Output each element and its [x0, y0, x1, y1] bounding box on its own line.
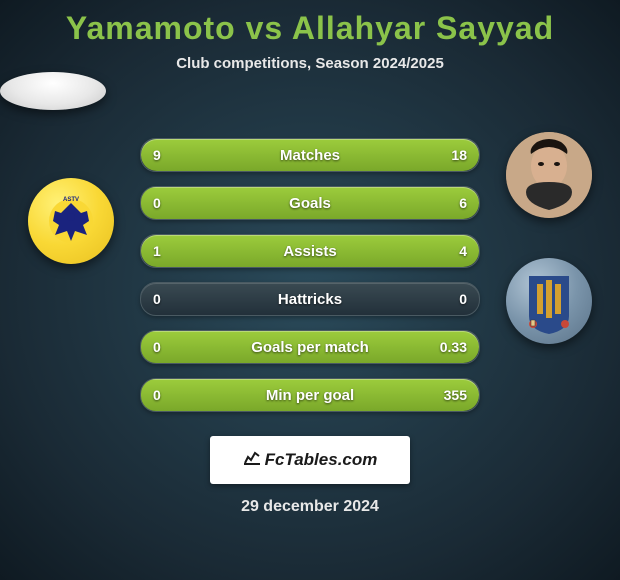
- stat-value-right: 18: [451, 139, 467, 171]
- stat-row: Goals per match0 0.33: [140, 330, 480, 364]
- chart-icon: [243, 449, 261, 472]
- stat-value-left: 9: [153, 139, 161, 171]
- stat-value-left: 0: [153, 331, 161, 363]
- stat-row: Matches9 18: [140, 138, 480, 172]
- stat-value-left: 0: [153, 379, 161, 411]
- stat-row: Min per goal0 355: [140, 378, 480, 412]
- stat-value-left: 0: [153, 283, 161, 315]
- logo-text: FcTables.com: [265, 450, 378, 470]
- stat-value-left: 0: [153, 187, 161, 219]
- stat-label: Min per goal: [141, 379, 479, 411]
- stat-value-right: 355: [444, 379, 467, 411]
- stat-value-right: 4: [459, 235, 467, 267]
- page-subtitle: Club competitions, Season 2024/2025: [0, 55, 620, 72]
- source-logo: FcTables.com: [210, 436, 410, 484]
- stat-row: Goals0 6: [140, 186, 480, 220]
- player1-avatar: [0, 72, 106, 110]
- stats-panel: Matches918Goals06Assists14Hattricks00Goa…: [0, 138, 620, 418]
- stat-label: Assists: [141, 235, 479, 267]
- stat-label: Goals per match: [141, 331, 479, 363]
- stat-row: Hattricks0 0: [140, 282, 480, 316]
- stat-bars: Matches918Goals06Assists14Hattricks00Goa…: [140, 138, 480, 426]
- stat-value-left: 1: [153, 235, 161, 267]
- date-label: 29 december 2024: [0, 498, 620, 516]
- stat-value-right: 0.33: [440, 331, 467, 363]
- stat-label: Goals: [141, 187, 479, 219]
- stat-value-right: 6: [459, 187, 467, 219]
- stat-row: Assists1 4: [140, 234, 480, 268]
- page-title: Yamamoto vs Allahyar Sayyad: [0, 0, 620, 47]
- comparison-card: Yamamoto vs Allahyar Sayyad Club competi…: [0, 0, 620, 580]
- stat-label: Matches: [141, 139, 479, 171]
- stat-label: Hattricks: [141, 283, 479, 315]
- stat-value-right: 0: [459, 283, 467, 315]
